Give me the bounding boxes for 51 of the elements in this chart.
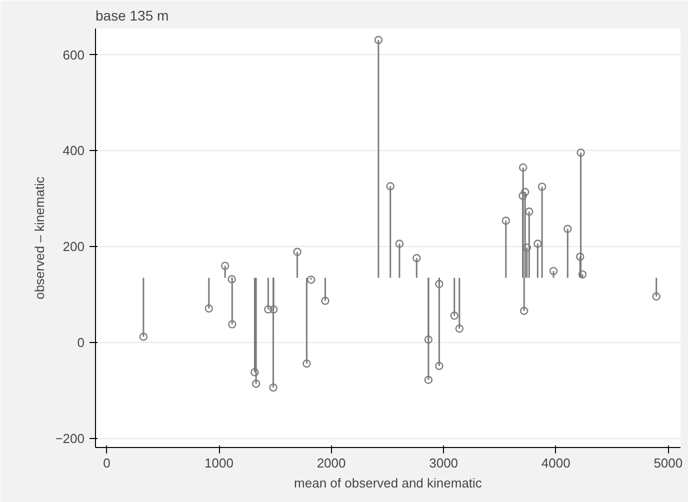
point <box>502 216 510 225</box>
point <box>652 292 660 301</box>
point <box>269 383 278 392</box>
point <box>220 262 230 270</box>
x-tick-label: 2000 <box>316 456 346 470</box>
point <box>538 182 546 191</box>
point <box>395 240 404 248</box>
point <box>412 254 421 262</box>
point <box>269 305 278 314</box>
point <box>228 275 236 284</box>
point <box>534 240 542 248</box>
y-tick-label: −200 <box>55 430 85 446</box>
point <box>252 380 260 388</box>
point <box>386 182 394 190</box>
point <box>321 296 330 305</box>
x-tick-label: 3000 <box>429 456 458 470</box>
point <box>374 36 383 44</box>
x-axis-title: mean of observed and kinematic <box>294 476 482 490</box>
point <box>306 276 316 284</box>
point <box>204 304 214 313</box>
point <box>435 362 444 370</box>
point <box>525 208 534 216</box>
y-tick-label: 600 <box>62 47 85 62</box>
point <box>578 270 587 279</box>
x-tick-label: 0 <box>103 456 110 470</box>
point <box>564 224 572 233</box>
point <box>424 336 433 344</box>
point <box>450 312 458 320</box>
point <box>455 324 464 333</box>
x-tick-label: 1000 <box>204 456 234 470</box>
point <box>549 266 558 276</box>
point <box>518 192 527 200</box>
point <box>520 306 528 315</box>
y-tick-label: 400 <box>62 143 85 158</box>
point <box>250 368 259 376</box>
point <box>522 243 531 252</box>
point <box>293 248 302 256</box>
point <box>424 376 433 384</box>
point <box>576 252 584 261</box>
point <box>139 332 148 341</box>
point <box>228 320 236 328</box>
y-tick-label: 200 <box>62 239 85 254</box>
point <box>521 188 530 196</box>
x-tick-label: 5000 <box>654 456 683 470</box>
point <box>576 148 585 157</box>
y-axis-title: observed – kinematic <box>32 176 48 300</box>
point <box>302 360 311 368</box>
y-tick-label: 0 <box>77 335 85 350</box>
x-tick-label: 4000 <box>541 456 570 470</box>
point <box>518 163 528 172</box>
chart-title: base 135 m <box>96 8 169 24</box>
